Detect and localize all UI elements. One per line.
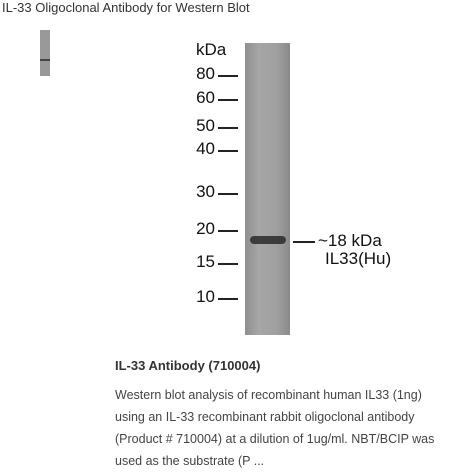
marker-label: 80 (196, 64, 215, 83)
marker-label: 20 (196, 219, 215, 238)
caption-line: Western blot analysis of recombinant hum… (115, 388, 422, 402)
marker-label: 60 (196, 88, 215, 107)
unit-label: kDa (196, 40, 227, 59)
marker-dash (218, 75, 238, 77)
caption-title: IL-33 Antibody (710004) (115, 358, 261, 373)
caption-line: used as the substrate (P ... (115, 454, 265, 468)
marker-label: 50 (196, 116, 215, 135)
blot-lane (245, 43, 290, 335)
thumbnail[interactable] (40, 30, 50, 76)
page-title: IL-33 Oligoclonal Antibody for Western B… (2, 0, 250, 15)
marker-dash (218, 127, 238, 129)
marker-label: 10 (196, 287, 215, 306)
marker-dash (218, 263, 238, 265)
marker-dash (218, 193, 238, 195)
marker-dash (218, 230, 238, 232)
caption-line: using an IL-33 recombinant rabbit oligoc… (115, 410, 415, 424)
marker-dash (218, 298, 238, 300)
marker-label: 40 (196, 139, 215, 158)
band-dash (293, 241, 315, 243)
marker-dash (218, 99, 238, 101)
band-label: ~18 kDa (318, 231, 382, 250)
marker-label: 30 (196, 182, 215, 201)
band (250, 236, 286, 244)
marker-dash (218, 150, 238, 152)
marker-label: 15 (196, 252, 215, 271)
caption-line: (Product # 710004) at a dilution of 1ug/… (115, 432, 435, 446)
band-target: IL33(Hu) (325, 249, 392, 268)
